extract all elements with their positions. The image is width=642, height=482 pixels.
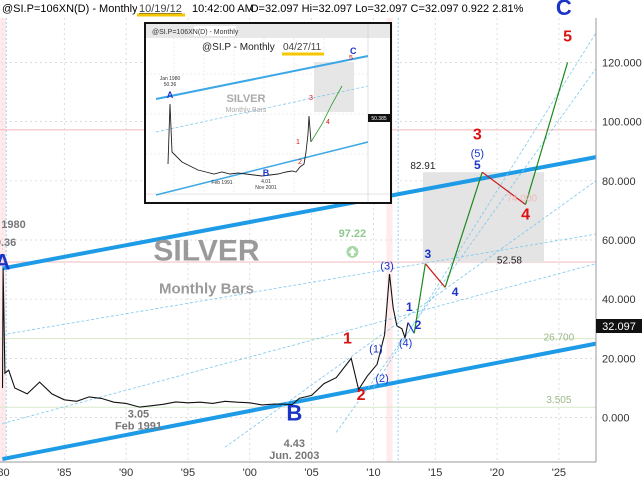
annotation-label: 52.58 <box>497 256 522 267</box>
x-tick-label: '85 <box>57 467 71 479</box>
chart-date: 10/19/12 <box>139 3 182 15</box>
inset-a-value: 50.36 <box>164 82 177 88</box>
annotation-label: (4) <box>399 338 412 350</box>
annotation-label: B <box>286 401 302 426</box>
date-highlight <box>137 2 185 15</box>
y-tick-label: 80.000 <box>602 176 636 188</box>
x-tick-label: '25 <box>552 467 566 479</box>
annotation-label: Jun. 2003 <box>269 450 319 462</box>
channel-lines <box>2 32 597 462</box>
annotation-label: 26.700 <box>544 333 575 344</box>
projection-segment <box>444 172 483 288</box>
highlight-band <box>0 18 7 462</box>
annotation-label: 2 <box>415 318 422 332</box>
annotation-label: 3.505 <box>546 395 571 406</box>
chart-symbol: @SI.P=106XN(D) - Monthly <box>2 3 138 15</box>
annotation-label: Monthly Bars <box>159 280 254 297</box>
inset-4: 4 <box>326 119 330 126</box>
inset-2: 2 <box>298 159 302 166</box>
annotation-label: 74.000 <box>507 194 538 205</box>
annotation-label: Feb 1991 <box>115 420 162 432</box>
highlight-band <box>386 18 393 462</box>
annotation-label: 4.43 <box>284 438 305 450</box>
projection-segment <box>524 62 569 205</box>
annotation-label: 2 <box>357 387 366 404</box>
x-tick-label: '20 <box>490 467 504 479</box>
inset-chart: @SI.P=106XN(D) - Monthly @SI.P - Monthly… <box>144 22 392 204</box>
last-price: 32.097 <box>602 321 636 333</box>
price-line <box>1 268 409 408</box>
inset-date: 04/27/11 <box>283 42 322 53</box>
y-tick-label: 60.000 <box>602 235 636 247</box>
x-tick-label: '90 <box>119 467 133 479</box>
annotation-label: SILVER <box>153 235 259 268</box>
x-tick-label: '15 <box>428 467 442 479</box>
inset-a: A <box>167 90 174 100</box>
inset-b-value: 4.01 <box>261 179 271 185</box>
x-tick-label: '80 <box>0 467 10 479</box>
y-tick-label: 120.000 <box>602 57 642 69</box>
parallel-line <box>336 68 597 433</box>
annotation-label: 3 <box>424 247 431 261</box>
svg-text:@SI.P=106XN(D) - Monthly: @SI.P=106XN(D) - Monthly <box>152 29 239 36</box>
annotation-label: 3 <box>473 126 482 143</box>
inset-bars: Monthly Bars <box>226 107 267 114</box>
inset-b: B <box>263 168 270 178</box>
inset-svg: @SI.P=106XN(D) - Monthly @SI.P - Monthly… <box>146 24 390 202</box>
chart-ohlc: O=32.097 Hi=32.097 Lo=32.097 C=32.097 0.… <box>250 3 524 15</box>
x-tick-label: '95 <box>181 467 195 479</box>
inset-c: C <box>350 46 357 56</box>
inset-1: 1 <box>296 139 300 146</box>
y-tick-label: 20.000 <box>602 353 636 365</box>
inset-3: 3 <box>309 95 313 102</box>
annotation-label: 97.22 <box>339 228 367 240</box>
annotation-label: 82.91 <box>410 161 435 172</box>
x-axis: '80 '85 '90 '95 '00 '05 '10 '15 '20 '25 <box>0 461 596 479</box>
annotation-label: 5 <box>474 158 481 172</box>
annotation-label: (2) <box>375 373 388 385</box>
up-arrow-glyph <box>348 247 357 256</box>
parallel-line <box>224 180 597 448</box>
parallel-line <box>2 233 597 336</box>
projection-segment <box>424 263 446 288</box>
projection-segment <box>481 171 526 205</box>
annotation-label: (1) <box>369 343 382 355</box>
inset-price: 50.385 <box>371 116 387 122</box>
inset-b-date: Nov 2001 <box>255 185 277 191</box>
y-tick-label: 100.000 <box>602 117 642 129</box>
y-axis: 0.000 20.000 40.000 60.000 80.000 100.000 120.… <box>595 18 642 462</box>
annotation-label: 4 <box>452 285 459 299</box>
last-price-tag <box>596 319 642 333</box>
annotation-label: 3.05 <box>128 409 149 421</box>
y-tick-label: 40.000 <box>602 294 636 306</box>
projection-segment <box>407 322 415 334</box>
annotation-label: (3) <box>380 261 393 273</box>
inset-silver: SILVER <box>227 93 266 105</box>
annotation-label: 1 <box>343 331 352 348</box>
annotation-label: 1 <box>406 300 413 314</box>
annotation-label: 5 <box>563 29 572 46</box>
inset-a-date: Jan 1980 <box>160 76 181 82</box>
annotation-label: 50.36 <box>0 237 16 249</box>
projection-path <box>407 62 569 334</box>
annotation-label: (5) <box>471 148 484 160</box>
x-tick-label: '00 <box>243 467 257 479</box>
channel-line <box>2 341 597 462</box>
chart-time: 10:42:00 AM <box>192 3 254 15</box>
y-tick-label: 0.000 <box>602 413 630 425</box>
price-series <box>1 268 409 408</box>
annotation-label: C <box>556 0 572 20</box>
annotation-label: 4 <box>521 206 530 223</box>
parallel-line <box>2 263 597 424</box>
inset-title: @SI.P - Monthly <box>202 42 275 53</box>
annotation-label: Jan 1980 <box>0 219 26 231</box>
x-tick-label: '05 <box>304 467 318 479</box>
annotation-label: A <box>0 250 11 275</box>
inset-5: 5 <box>349 55 353 62</box>
x-tick-label: '10 <box>366 467 380 479</box>
projection-segment <box>413 263 426 334</box>
channel-line <box>2 155 597 271</box>
inset-feb: Feb 1991 <box>211 180 232 186</box>
